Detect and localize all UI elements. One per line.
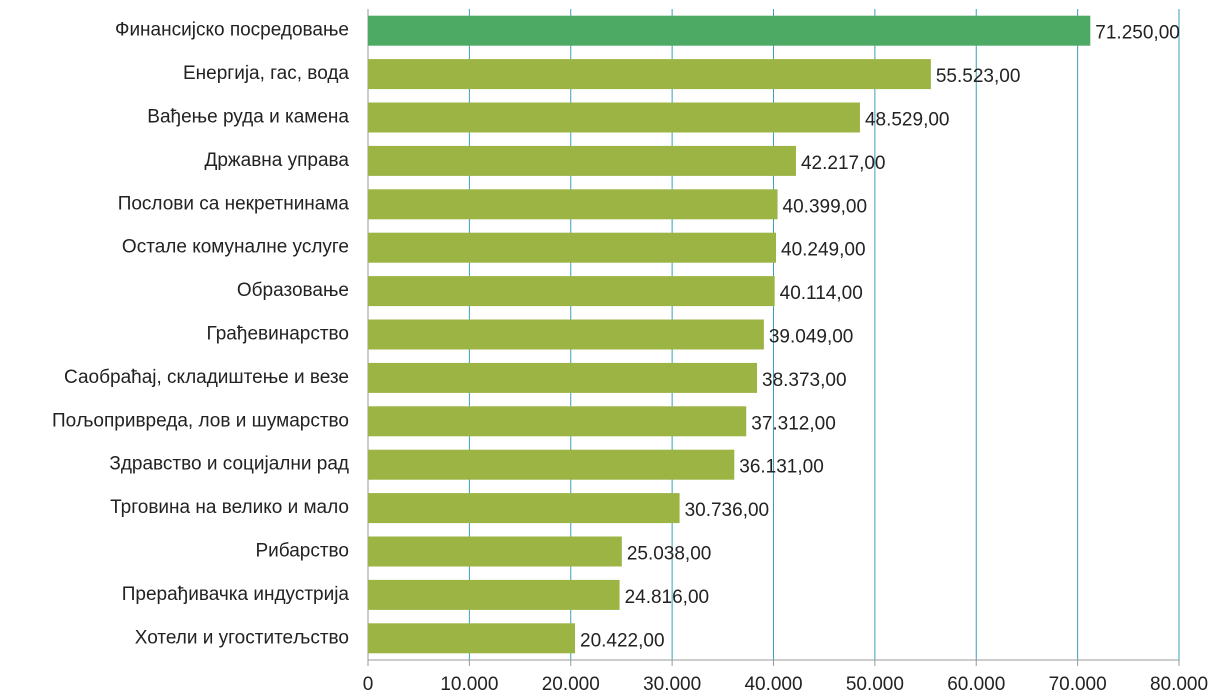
y-tick-label: Остале комуналне услуге [122,237,349,258]
y-tick-label: Државна управа [204,150,349,171]
bar [368,102,860,133]
bar [368,276,775,307]
data-label: 42.217,00 [801,153,886,174]
y-tick-label: Прерађивачка индустрија [122,584,350,605]
bar [368,579,620,610]
bar [368,623,576,654]
bar [368,362,758,393]
data-label: 24.816,00 [625,587,710,608]
data-label: 38.373,00 [762,370,847,391]
data-label: 30.736,00 [685,500,770,521]
bar [368,493,680,524]
data-label: 48.529,00 [865,110,950,131]
bar [368,59,931,90]
data-label: 20.422,00 [580,630,665,651]
x-tick-label: 50.000 [846,674,904,693]
x-tick-label: 70.000 [1049,674,1107,693]
x-tick-label: 60.000 [947,674,1005,693]
bar [368,15,1091,46]
y-tick-label: Саобраћај, складиштење и везе [64,367,349,388]
data-label: 25.038,00 [627,544,712,565]
y-tick-label: Енергија, гас, вода [183,63,349,84]
y-tick-label: Вађење руда и камена [147,107,349,128]
bar [368,232,777,263]
data-label: 55.523,00 [936,66,1021,87]
data-label: 40.114,00 [780,283,863,304]
data-label: 40.249,00 [781,240,866,261]
y-tick-label: Пољопривреда, лов и шумарство [52,410,349,431]
y-tick-label: Образовање [237,280,349,301]
x-tick-label: 30.000 [643,674,701,693]
y-tick-label: Хотели и угоститељство [135,627,349,648]
x-tick-label: 20.000 [542,674,600,693]
y-tick-label: Рибарство [255,541,349,562]
y-tick-label: Финансијско посредовање [115,20,349,41]
y-tick-label: Послови са некретнинама [118,193,350,214]
x-tick-label: 0 [363,674,374,693]
x-tick-label: 80.000 [1150,674,1208,693]
bar [368,319,764,350]
data-label: 39.049,00 [769,327,854,348]
data-label: 71.250,00 [1095,23,1180,44]
y-tick-label: Грађевинарство [207,324,349,345]
bar [368,406,747,437]
data-label: 37.312,00 [751,413,836,434]
bar [368,189,778,220]
x-tick-label: 10.000 [440,674,498,693]
y-tick-label: Трговина на велико и мало [110,497,349,518]
x-tick-label: 40.000 [744,674,802,693]
data-label: 40.399,00 [783,196,868,217]
y-tick-label: Здравство и социјални рад [109,454,349,475]
bar [368,536,622,567]
bar [368,449,735,480]
data-label: 36.131,00 [739,457,824,478]
bar [368,145,796,176]
